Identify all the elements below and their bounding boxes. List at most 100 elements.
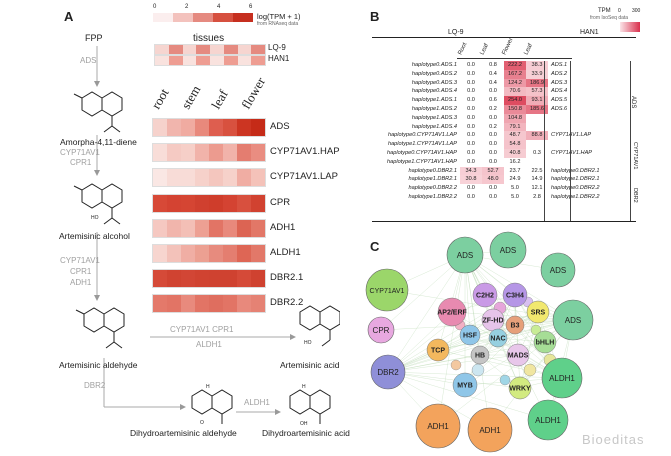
legend-tick: 4 — [217, 4, 221, 10]
heatmap-cell — [251, 295, 265, 313]
dihydro-aldehyde-o: O — [200, 420, 204, 426]
network-tf-label: MYB — [457, 383, 473, 390]
row-name: haplotype1.ADS.2 — [411, 105, 457, 112]
value-cell: 0.0 — [489, 158, 497, 165]
legend-tick: 6 — [249, 4, 253, 10]
dihydro-aldehyde-h: H — [206, 384, 210, 390]
dbr2-enzyme: DBR2 — [84, 381, 106, 390]
heatmap-cell — [223, 295, 237, 313]
row-name: haplotype0.DBR2.1 — [408, 167, 457, 174]
row-tag: ADS.5 — [551, 97, 568, 104]
row-name: haplotype1.DBR2.1 — [408, 176, 457, 183]
value-cell: 0.0 — [467, 62, 475, 68]
panel-b-legend-title: TPM — [598, 8, 611, 14]
value-cell: 40.8 — [504, 148, 526, 158]
heatmap-cell — [153, 119, 167, 136]
heatmap-cell — [195, 245, 209, 262]
adh-enzyme: ADH1 — [70, 278, 92, 287]
expression-table: haplotype0.ADS.1 0.0 0.8 222.2 38.3 ADS.1 hapl… — [378, 61, 614, 202]
value-cell: 57.3 — [526, 87, 548, 97]
row-name: haplotype1.ADS.4 — [411, 123, 457, 130]
network-gene-node — [370, 354, 406, 390]
value-cell: 0.0 — [467, 149, 475, 156]
network-tf-label: B3 — [511, 323, 520, 330]
heatmap-cell — [181, 119, 195, 136]
row-name: haplotype0.ADS.1 — [411, 62, 457, 68]
value-cell: 0.2 — [489, 105, 497, 112]
watermark: Bioeditas — [582, 432, 645, 447]
network-tf-label: C3H4 — [506, 293, 524, 300]
column-header: Leaf — [479, 42, 490, 56]
value-cell: 0.4 — [489, 79, 497, 86]
column-header: Flower — [501, 37, 515, 56]
gene-heatmap-row — [152, 143, 266, 163]
side-group-cyp: CYP71AV1 — [632, 142, 638, 170]
aldehyde-label: Artemisinic aldehyde — [59, 360, 138, 370]
value-cell: 186.9 — [526, 78, 548, 88]
heatmap-cell — [237, 194, 251, 212]
coexpression-network: ADS ADS ADS ADS CYP71AV1 CPR DBR2 ADH1 ADH1 ALDH1… — [365, 231, 594, 453]
value-cell: 24.9 — [509, 176, 521, 183]
heatmap-cell — [223, 270, 237, 288]
network-tf-node — [488, 328, 508, 348]
heatmap-cell — [195, 119, 209, 136]
value-cell: 54.8 — [504, 140, 526, 149]
panel-b-legend: TPM 0 300 from IsoSeq data — [590, 8, 640, 40]
row-tag: haplotype0.DBR2.1 — [551, 167, 600, 174]
value-cell: 0.3 — [533, 149, 541, 156]
value-cell: 0.4 — [489, 70, 497, 77]
network-tf-node — [505, 315, 525, 335]
row-tag: ADS.1 — [551, 62, 568, 68]
network-gene-node — [527, 399, 569, 441]
network-gene-label: ALDH1 — [549, 374, 575, 383]
heatmap-cell — [181, 295, 195, 313]
heatmap-cell — [237, 219, 251, 237]
row-tag — [548, 158, 614, 167]
network-gene-label: ADS — [565, 316, 581, 325]
value-cell: 48.0 — [482, 175, 504, 185]
value-cell: 33.9 — [526, 69, 548, 79]
tissues-title: tissues — [193, 33, 225, 44]
row-tag: ADS.6 — [551, 105, 568, 112]
heatmap-cell — [223, 119, 237, 136]
legend-ticks: 0 2 4 6 — [153, 4, 253, 12]
network-tf-label: bHLH — [536, 340, 555, 347]
table-row: haplotype1.ADS.1 0.0 0.6 254.0 93.1 ADS.5 — [378, 96, 614, 105]
panel-b-col-line — [457, 58, 572, 59]
table-bottom-line — [372, 221, 636, 222]
heatmap-cell — [223, 45, 238, 54]
heatmap-cell — [237, 45, 252, 54]
heatmap-cell — [182, 45, 197, 54]
network-tf-label: ZF-HD — [483, 318, 504, 325]
alcohol-ho: HO — [91, 215, 99, 221]
value-cell: 0.0 — [467, 88, 475, 95]
value-cell: 124.2 — [504, 78, 526, 88]
value-cell: 2.8 — [533, 193, 541, 200]
heatmap-cell — [237, 245, 251, 262]
network-gene-node — [541, 357, 583, 399]
row-name: haplotype1.ADS.3 — [411, 114, 457, 121]
table-row: haplotype0.CYP71AV1.HAP 0.0 0.0 40.8 0.3 CYP7… — [378, 148, 614, 158]
column-header: Leaf — [523, 42, 534, 56]
gene-label: ADH1 — [270, 221, 296, 233]
heatmap-cell — [223, 56, 238, 65]
network-tf-label: C2H2 — [476, 293, 494, 300]
heatmap-cell — [167, 295, 181, 313]
row-tag: ADS.3 — [551, 79, 568, 86]
row-tag: ADS.4 — [551, 88, 568, 95]
heatmap-cell — [251, 169, 265, 187]
gene-label: CYP71AV1.LAP — [270, 171, 338, 183]
table-row: haplotype0.ADS.2 0.0 0.4 167.2 33.9 ADS.2 — [378, 69, 614, 79]
heatmap-cell — [181, 169, 195, 187]
table-row: haplotype0.ADS.1 0.0 0.8 222.2 38.3 ADS.1 — [378, 61, 614, 70]
value-cell: 254.0 — [504, 96, 526, 105]
value-cell: 150.8 — [504, 104, 526, 114]
network-tf-label: MADS — [508, 353, 529, 360]
network-gene-label: ALDH1 — [535, 416, 561, 425]
value-cell: 0.0 — [489, 88, 497, 95]
value-cell: 12.1 — [531, 185, 543, 192]
heatmap-cell — [209, 219, 223, 237]
gene-label: DBR2.1 — [270, 272, 304, 284]
heatmap-cell — [251, 45, 265, 54]
heatmap-cell — [251, 144, 265, 162]
